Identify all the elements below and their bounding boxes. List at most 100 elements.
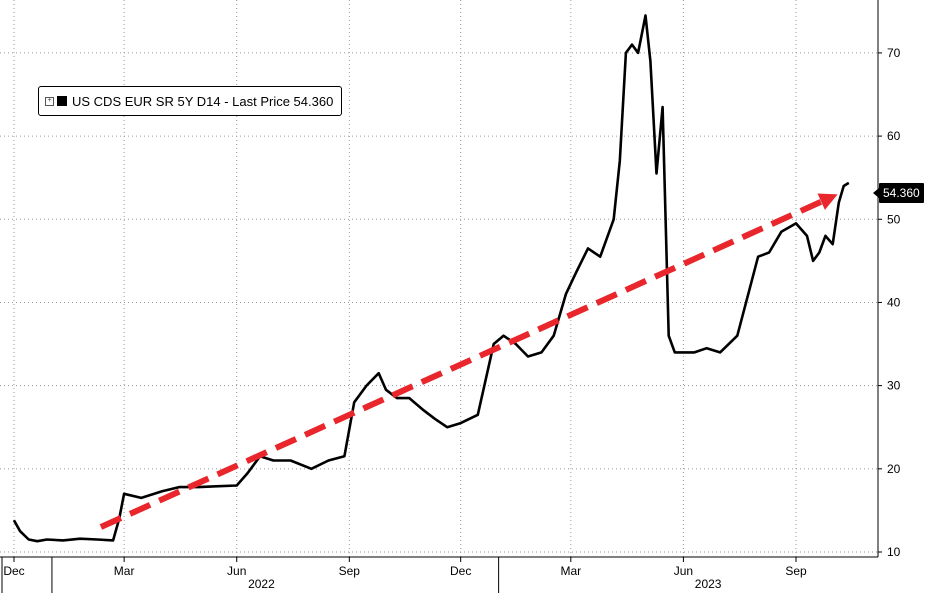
series-point-0-51 xyxy=(649,60,651,62)
series-point-0-5 xyxy=(62,539,64,541)
series-point-0-19 xyxy=(272,459,275,462)
legend-expand-icon[interactable]: + xyxy=(45,96,54,106)
series-point-0-59 xyxy=(719,351,721,353)
series-point-0-17 xyxy=(247,472,249,474)
series-point-0-23 xyxy=(343,455,346,457)
series-point-0-28 xyxy=(396,397,398,399)
series-point-0-35 xyxy=(493,343,495,345)
series-point-0-15 xyxy=(215,485,217,487)
series-point-0-63 xyxy=(780,231,782,233)
series-point-0-0 xyxy=(13,519,15,521)
series-point-0-58 xyxy=(706,347,708,349)
series-point-0-64 xyxy=(795,222,797,225)
series-point-0-33 xyxy=(460,422,462,424)
series-point-0-10 xyxy=(123,493,125,495)
series-point-0-29 xyxy=(408,397,410,399)
trend-arrow-head xyxy=(817,193,838,210)
series-point-0-57 xyxy=(693,351,696,353)
y-tick-label-20: 20 xyxy=(887,462,901,476)
series-point-0-25 xyxy=(365,385,368,387)
x-tick-label-4: Dec xyxy=(450,564,471,578)
series-point-0-43 xyxy=(587,247,589,249)
y-axis: 10 20 30 40 50 60 70 xyxy=(877,0,901,559)
x-tick-label-5: Mar xyxy=(560,564,581,578)
series-point-0-47 xyxy=(625,52,627,54)
legend[interactable]: + US CDS EUR SR 5Y D14 - Last Price 54.3… xyxy=(38,86,343,116)
year-label-1: 2023 xyxy=(695,577,722,591)
series-point-0-66 xyxy=(812,260,814,262)
series-point-0-1 xyxy=(19,530,21,532)
series-point-0-4 xyxy=(46,538,48,541)
series-point-0-2 xyxy=(28,538,30,541)
series-point-0-67 xyxy=(818,251,820,254)
series-point-0-7 xyxy=(96,538,98,541)
series-point-0-72 xyxy=(848,182,850,184)
series-point-0-54 xyxy=(668,335,670,337)
series-point-0-48 xyxy=(631,43,633,46)
series-point-0-21 xyxy=(310,468,312,470)
y-tick-label-60: 60 xyxy=(887,129,901,143)
series-point-0-38 xyxy=(527,355,529,358)
x-axis-ticks: Dec Mar Jun Sep Dec Mar Jun Sep 2022 2023 xyxy=(0,556,878,593)
series-point-0-60 xyxy=(736,335,738,337)
series-point-0-11 xyxy=(140,497,142,499)
x-tick-label-0: Dec xyxy=(3,564,24,578)
series-point-0-42 xyxy=(575,272,577,274)
x-tick-label-6: Jun xyxy=(674,564,693,578)
year-label-0: 2022 xyxy=(248,577,275,591)
series-point-0-69 xyxy=(832,243,834,245)
x-tick-label-2: Jun xyxy=(227,564,246,578)
series-point-0-6 xyxy=(79,538,81,540)
series-point-0-70 xyxy=(838,202,840,204)
series-point-0-36 xyxy=(502,335,505,337)
series-point-0-3 xyxy=(36,540,38,542)
series-point-0-65 xyxy=(806,235,808,237)
x-tick-label-3: Sep xyxy=(339,564,361,578)
y-tick-label-30: 30 xyxy=(887,379,901,393)
gridlines xyxy=(0,0,878,557)
series-point-0-34 xyxy=(477,414,479,416)
series-point-0-55 xyxy=(674,351,676,353)
legend-swatch-black-square xyxy=(57,96,67,106)
series-point-0-8 xyxy=(112,539,114,541)
series-point-0-45 xyxy=(613,218,615,220)
series-layer xyxy=(12,14,850,543)
series-point-0-52 xyxy=(655,172,658,175)
series-point-0-14 xyxy=(198,486,200,488)
y-tick-label-50: 50 xyxy=(887,212,901,226)
series-point-0-37 xyxy=(515,343,517,345)
series-point-0-20 xyxy=(289,459,292,462)
series-point-0-40 xyxy=(553,335,555,337)
series-point-0-68 xyxy=(824,235,826,237)
series-point-0-31 xyxy=(434,418,436,420)
series-point-0-53 xyxy=(662,106,664,108)
series-point-0-16 xyxy=(236,484,238,487)
series-point-0-32 xyxy=(446,426,448,428)
x-tick-label-1: Mar xyxy=(114,564,135,578)
x-tick-label-7: Sep xyxy=(785,564,807,578)
series-point-0-49 xyxy=(637,52,639,54)
y-tick-label-10: 10 xyxy=(887,545,901,559)
series-point-0-44 xyxy=(599,256,601,258)
series-point-0-22 xyxy=(327,459,330,462)
series-point-0-13 xyxy=(178,486,180,488)
series-point-0-71 xyxy=(843,185,845,187)
trend-arrow-shaft xyxy=(99,198,823,530)
series-point-0-41 xyxy=(565,293,567,295)
y-tick-label-70: 70 xyxy=(887,46,901,60)
series-point-0-62 xyxy=(768,251,770,254)
series-point-0-27 xyxy=(385,389,387,391)
legend-text: US CDS EUR SR 5Y D14 - Last Price 54.360 xyxy=(72,93,334,109)
series-point-0-26 xyxy=(378,372,380,374)
series-point-0-39 xyxy=(540,351,543,353)
series-point-0-30 xyxy=(423,409,425,412)
y-tick-label-40: 40 xyxy=(887,295,901,309)
series-point-0-46 xyxy=(619,160,621,162)
series-point-0-12 xyxy=(161,490,163,492)
last-price-badge: 54.360 xyxy=(873,183,924,203)
series-point-0-50 xyxy=(644,14,647,17)
series-point-0-56 xyxy=(682,351,685,353)
series-point-0-61 xyxy=(757,256,759,258)
trend-arrow-layer xyxy=(99,193,838,530)
